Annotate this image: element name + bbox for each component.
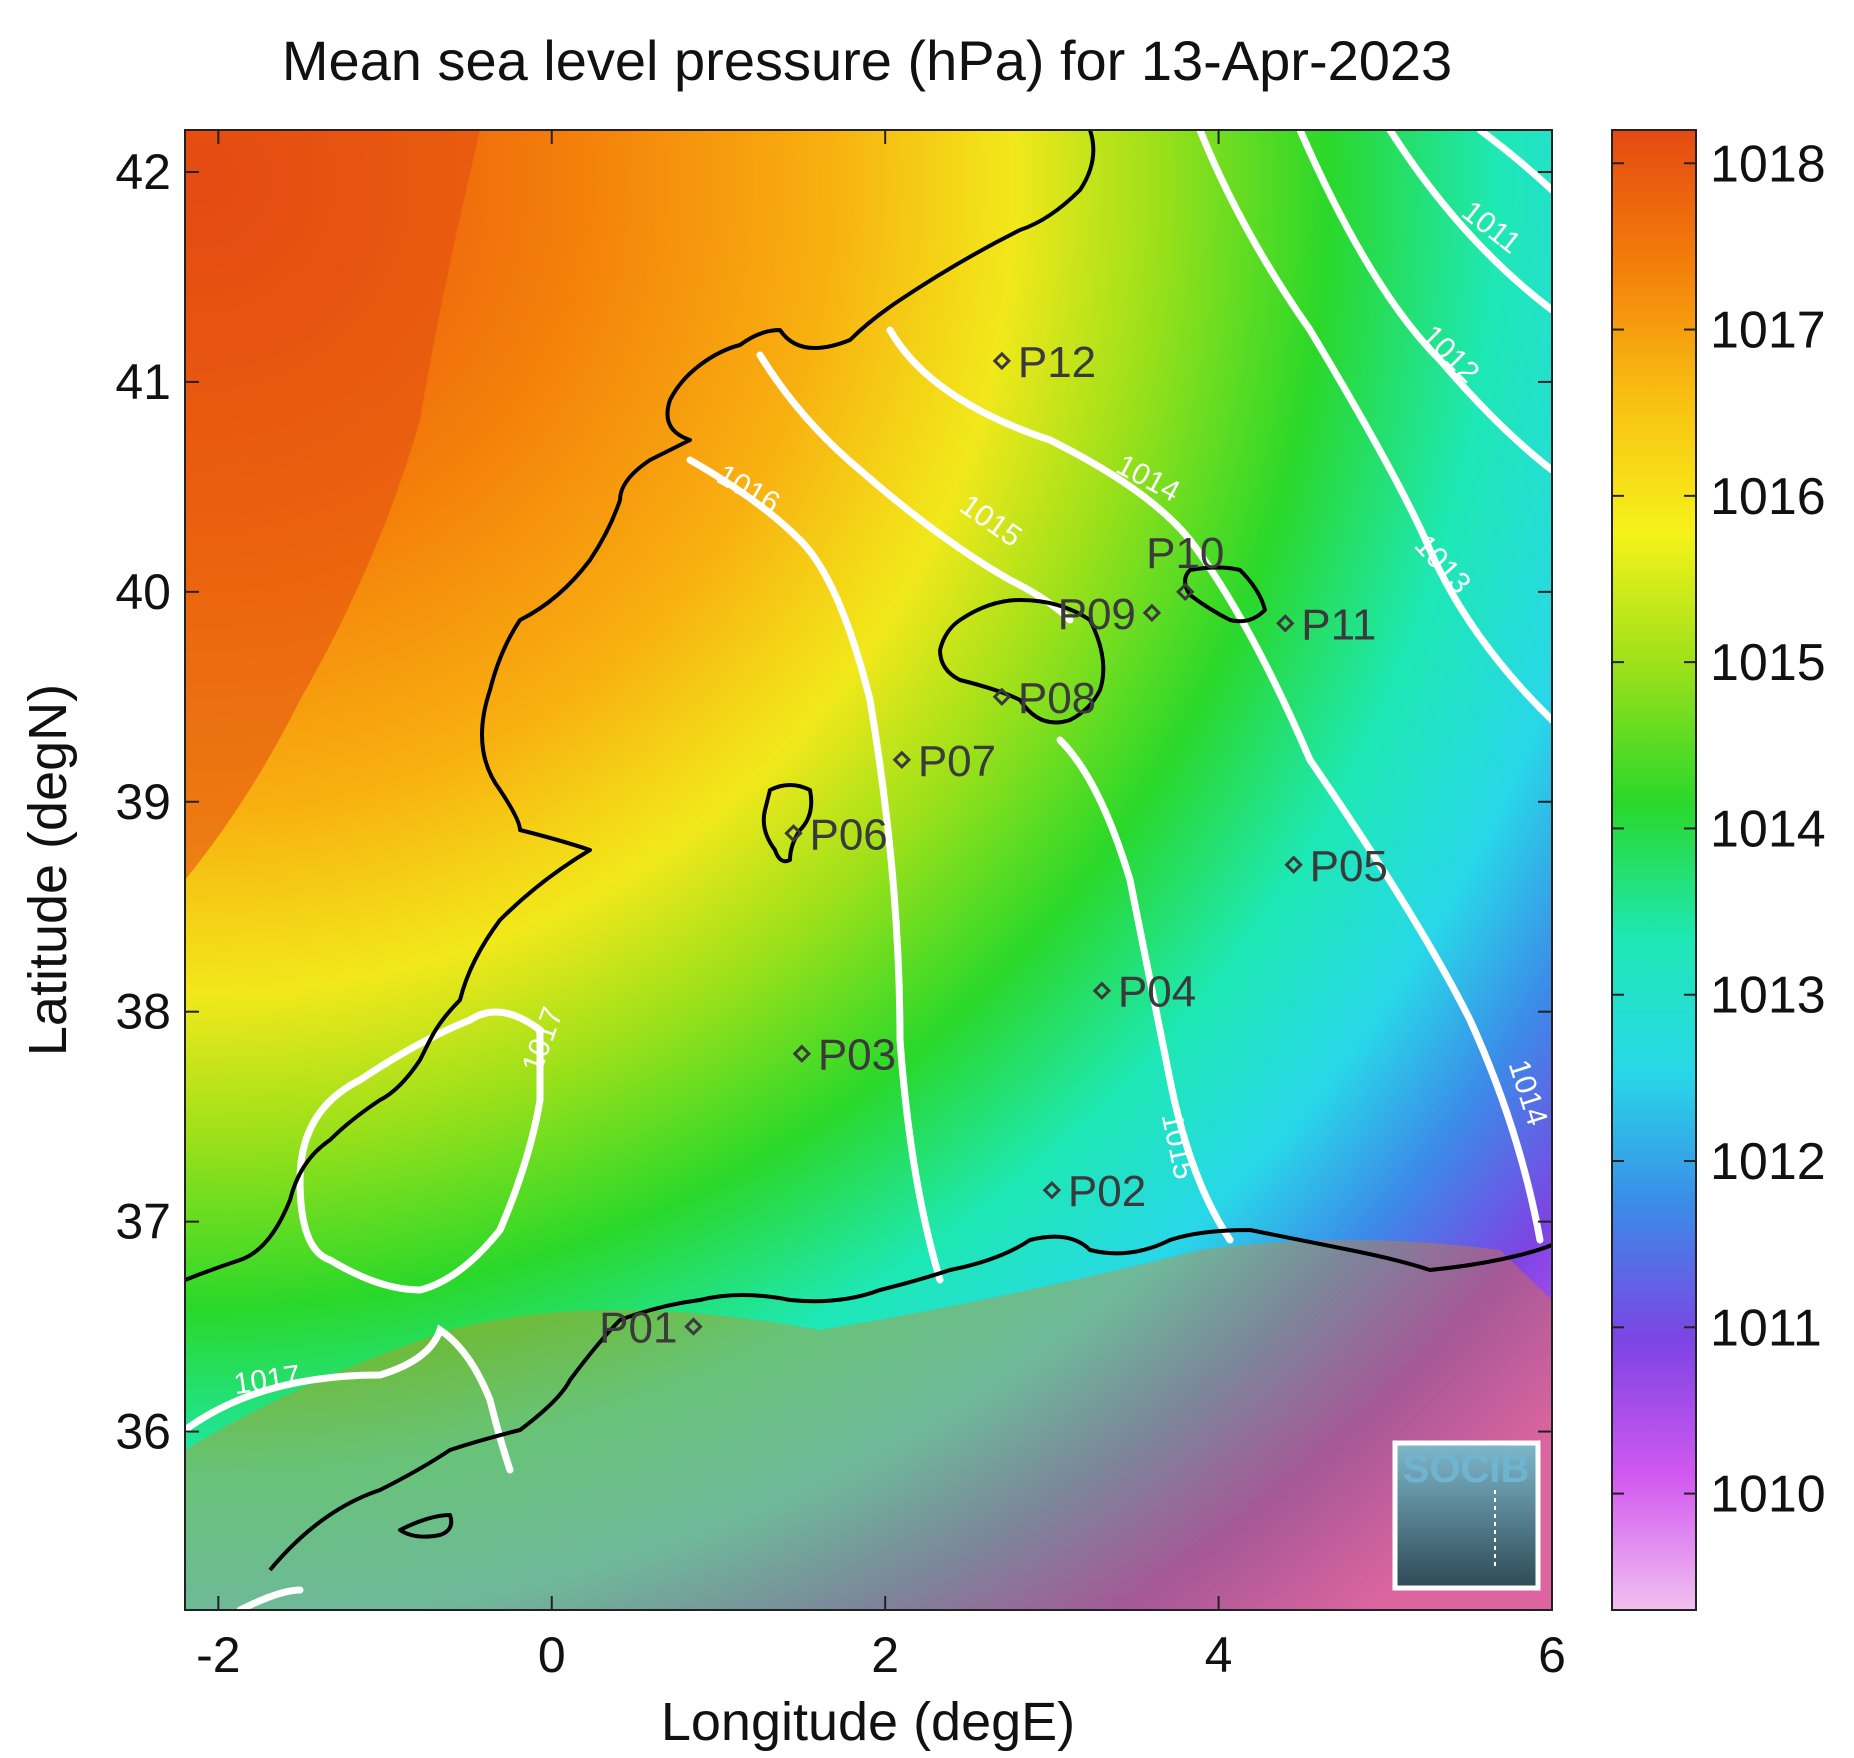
coastline-ibiza: [761, 783, 814, 864]
colorbar-tick-label: 1013: [1710, 967, 1826, 1025]
contour-line: [1476, 130, 1552, 194]
station-p05[interactable]: P05: [1284, 842, 1388, 891]
station-p08[interactable]: P08: [992, 674, 1096, 723]
contour-line: [236, 1586, 304, 1610]
station-label: P01: [599, 1304, 677, 1353]
socib-logo-box: [1392, 1440, 1541, 1591]
x-tick-label: -2: [196, 1627, 240, 1683]
coastline-iberia: [185, 130, 1096, 1282]
y-tick-label: 37: [115, 1194, 171, 1250]
y-tick-label: 38: [115, 984, 171, 1040]
station-p03[interactable]: P03: [792, 1031, 896, 1080]
station-p04[interactable]: P04: [1092, 968, 1196, 1017]
station-label: P05: [1310, 842, 1388, 891]
x-tick-label: 0: [538, 1627, 566, 1683]
colorbar-tick-label: 1016: [1710, 468, 1826, 526]
contour-line: [1196, 130, 1552, 724]
coastline-north-africa: [268, 1228, 1552, 1572]
station-p01[interactable]: P01: [599, 1304, 703, 1353]
colorbar-tick-label: 1011: [1710, 1299, 1822, 1357]
terrain-shading-africa: [185, 1240, 1552, 1610]
x-tick-label: 4: [1205, 1627, 1233, 1683]
y-tick-label: 39: [115, 774, 171, 830]
x-tick-label: 6: [1538, 1627, 1566, 1683]
pressure-field: 1011101210131014101510161015101410171017…: [185, 130, 1552, 1610]
x-axis-title: Longitude (degE): [661, 1692, 1075, 1752]
colorbar-tick-label: 1017: [1710, 302, 1826, 360]
station-p09[interactable]: P09: [1058, 590, 1162, 639]
station-marker: [992, 351, 1012, 371]
station-label: P09: [1058, 590, 1136, 639]
station-marker: [992, 687, 1012, 707]
station-marker: [784, 824, 803, 843]
coastline-alboran: [398, 1513, 454, 1539]
station-marker: [1276, 614, 1295, 633]
socib-logo-text: SOCIB: [1403, 1447, 1530, 1491]
contour-line: [1296, 130, 1552, 474]
chart-title: Mean sea level pressure (hPa) for 13-Apr…: [281, 29, 1453, 92]
coastline-menorca: [1183, 565, 1267, 624]
contour-line: [756, 351, 1074, 624]
station-label: P11: [1301, 600, 1376, 649]
colorbar-tick-label: 1010: [1710, 1466, 1826, 1524]
contour-line: [1056, 736, 1234, 1244]
station-label: P02: [1068, 1167, 1146, 1216]
station-marker: [792, 1044, 812, 1063]
colorbar-tick-label: 1014: [1710, 800, 1826, 858]
station-marker: [1042, 1180, 1062, 1200]
y-tick-label: 40: [115, 564, 171, 620]
station-label: P04: [1118, 968, 1196, 1017]
socib-logo: SOCIB: [1392, 1440, 1541, 1591]
station-label: P06: [809, 810, 887, 859]
x-tick-label: 2: [871, 1627, 899, 1683]
station-marker: [892, 750, 912, 769]
y-axis-title: Latitude (degN): [18, 684, 78, 1056]
contour-line: [1386, 130, 1552, 314]
station-label: P12: [1018, 338, 1096, 387]
terrain-shading-iberia: [185, 130, 480, 880]
station-marker: [1176, 582, 1195, 602]
station-label: P08: [1018, 674, 1096, 723]
station-marker: [1284, 855, 1303, 874]
colorbar-tick-label: 1012: [1710, 1133, 1826, 1191]
y-tick-label: 41: [115, 354, 171, 410]
contour-line: [296, 1008, 544, 1294]
station-p10[interactable]: P10: [1146, 529, 1224, 602]
station-label: P10: [1146, 529, 1224, 578]
colorbar-tick-label: 1018: [1710, 135, 1826, 193]
station-label: P03: [818, 1031, 896, 1080]
contour-line: [886, 326, 1544, 1244]
colorbar-tick-label: 1015: [1710, 634, 1826, 692]
station-p07[interactable]: P07: [892, 737, 996, 786]
station-marker: [1142, 603, 1162, 623]
station-p06[interactable]: P06: [784, 810, 888, 859]
y-tick-label: 36: [115, 1404, 171, 1460]
colorbar-fill: [1612, 130, 1696, 1610]
map-frame: [184, 129, 1553, 1611]
colorbar: [1611, 129, 1697, 1611]
y-tick-label: 42: [115, 144, 171, 200]
station-p12[interactable]: P12: [992, 338, 1096, 387]
station-label: P07: [918, 737, 996, 786]
station-p02[interactable]: P02: [1042, 1167, 1146, 1216]
station-marker: [1092, 981, 1112, 1000]
station-p11[interactable]: P11: [1276, 600, 1376, 649]
contour-line: [185, 1324, 514, 1474]
coastline-mallorca: [938, 598, 1106, 725]
contour-line: [686, 456, 944, 1284]
station-marker: [684, 1317, 703, 1336]
